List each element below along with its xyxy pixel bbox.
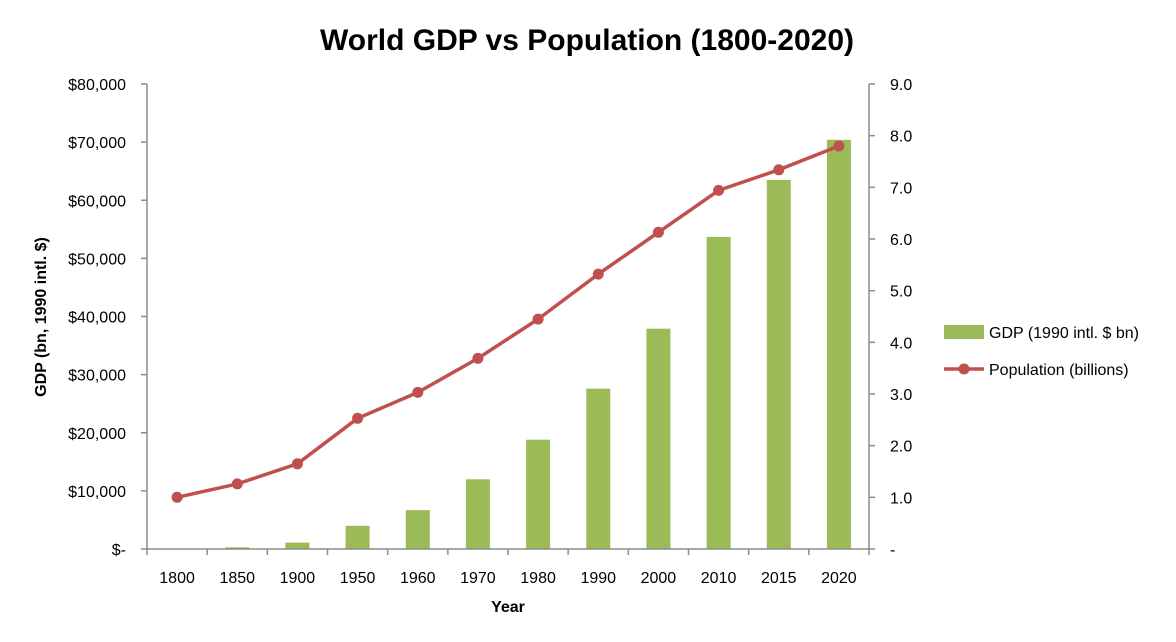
legend-swatch-population-marker	[958, 363, 970, 375]
population-line-series	[171, 140, 845, 503]
left-tick-label: $10,000	[68, 484, 126, 501]
gdp-bar-1850	[225, 547, 250, 549]
population-point-1960	[412, 386, 424, 398]
gdp-bar-1990	[586, 388, 611, 549]
legend-item-gdp: GDP (1990 intl. $ bn)	[944, 325, 1139, 342]
gdp-bar-2010	[706, 236, 731, 549]
population-point-2020	[833, 140, 845, 152]
gdp-bar-1970	[465, 479, 490, 550]
x-tick-label: 2010	[701, 570, 737, 587]
x-tick-label: 2000	[641, 570, 677, 587]
x-tick-label: 1960	[400, 570, 436, 587]
population-point-1950	[352, 412, 364, 424]
gdp-bar-1980	[526, 439, 551, 549]
gdp-bar-series	[225, 139, 851, 550]
population-point-1970	[472, 352, 484, 364]
x-tick-label: 1800	[159, 570, 195, 587]
x-tick-label: 1950	[340, 570, 376, 587]
population-point-1850	[231, 478, 243, 490]
right-tick-label: 8.0	[890, 129, 912, 146]
gdp-bar-2000	[646, 328, 671, 549]
right-tick-label: -	[890, 542, 895, 559]
left-tick-label: $60,000	[68, 193, 126, 210]
population-point-2000	[652, 226, 664, 238]
left-tick-label: $-	[112, 542, 126, 559]
gdp-bar-1960	[405, 510, 430, 549]
x-axis-title: Year	[491, 599, 525, 616]
population-point-2010	[713, 184, 725, 196]
x-tick-label: 2015	[761, 570, 797, 587]
left-tick-label: $20,000	[68, 426, 126, 443]
x-tick-label: 1990	[580, 570, 616, 587]
left-tick-label: $70,000	[68, 135, 126, 152]
right-tick-label: 1.0	[890, 490, 912, 507]
left-tick-label: $50,000	[68, 251, 126, 268]
x-axis-ticks: 1800 1850 1900 1950 1960 1970 1980 1990 2000 2010…	[159, 570, 857, 587]
x-tick-label: 1850	[219, 570, 255, 587]
right-tick-label: 4.0	[890, 335, 912, 352]
x-tick-label: 1900	[280, 570, 316, 587]
x-tick-label: 1970	[460, 570, 496, 587]
legend-swatch-gdp	[944, 325, 984, 339]
left-tick-label: $40,000	[68, 310, 126, 327]
left-axis-ticks: $- $10,000 $20,000 $30,000 $40,000 $50,000 $60…	[68, 77, 126, 559]
x-tick-label: 2020	[821, 570, 857, 587]
right-tick-label: 6.0	[890, 232, 912, 249]
population-line	[176, 144, 840, 500]
population-point-1990	[592, 268, 604, 280]
right-tick-label: 5.0	[890, 284, 912, 301]
right-tick-label: 3.0	[890, 387, 912, 404]
right-tick-label: 9.0	[890, 77, 912, 94]
gdp-bar-1950	[345, 525, 370, 550]
population-point-1900	[291, 458, 303, 470]
right-axis-ticks: - 1.0 2.0 3.0 4.0 5.0 6.0 7.0 8.0 9.0	[890, 77, 912, 559]
population-point-1980	[532, 313, 544, 325]
left-tick-label: $30,000	[68, 368, 126, 385]
left-tick-label: $80,000	[68, 77, 126, 94]
gdp-bar-2020	[826, 139, 851, 550]
legend-label-gdp: GDP (1990 intl. $ bn)	[989, 325, 1139, 342]
x-tick-label: 1980	[520, 570, 556, 587]
gdp-bar-1900	[285, 542, 310, 549]
legend-label-population: Population (billions)	[989, 362, 1129, 379]
right-tick-label: 2.0	[890, 439, 912, 456]
gdp-bar-2015	[766, 179, 791, 549]
axes	[141, 83, 875, 555]
legend-item-population: Population (billions)	[944, 362, 1129, 379]
legend: GDP (1990 intl. $ bn) Population (billio…	[944, 325, 1139, 379]
population-point-2015	[773, 164, 785, 176]
y-axis-title: GDP (bn, 1990 intl. $)	[33, 237, 50, 397]
population-point-1800	[171, 491, 183, 503]
right-tick-label: 7.0	[890, 180, 912, 197]
chart-title: World GDP vs Population (1800-2020)	[320, 24, 854, 57]
